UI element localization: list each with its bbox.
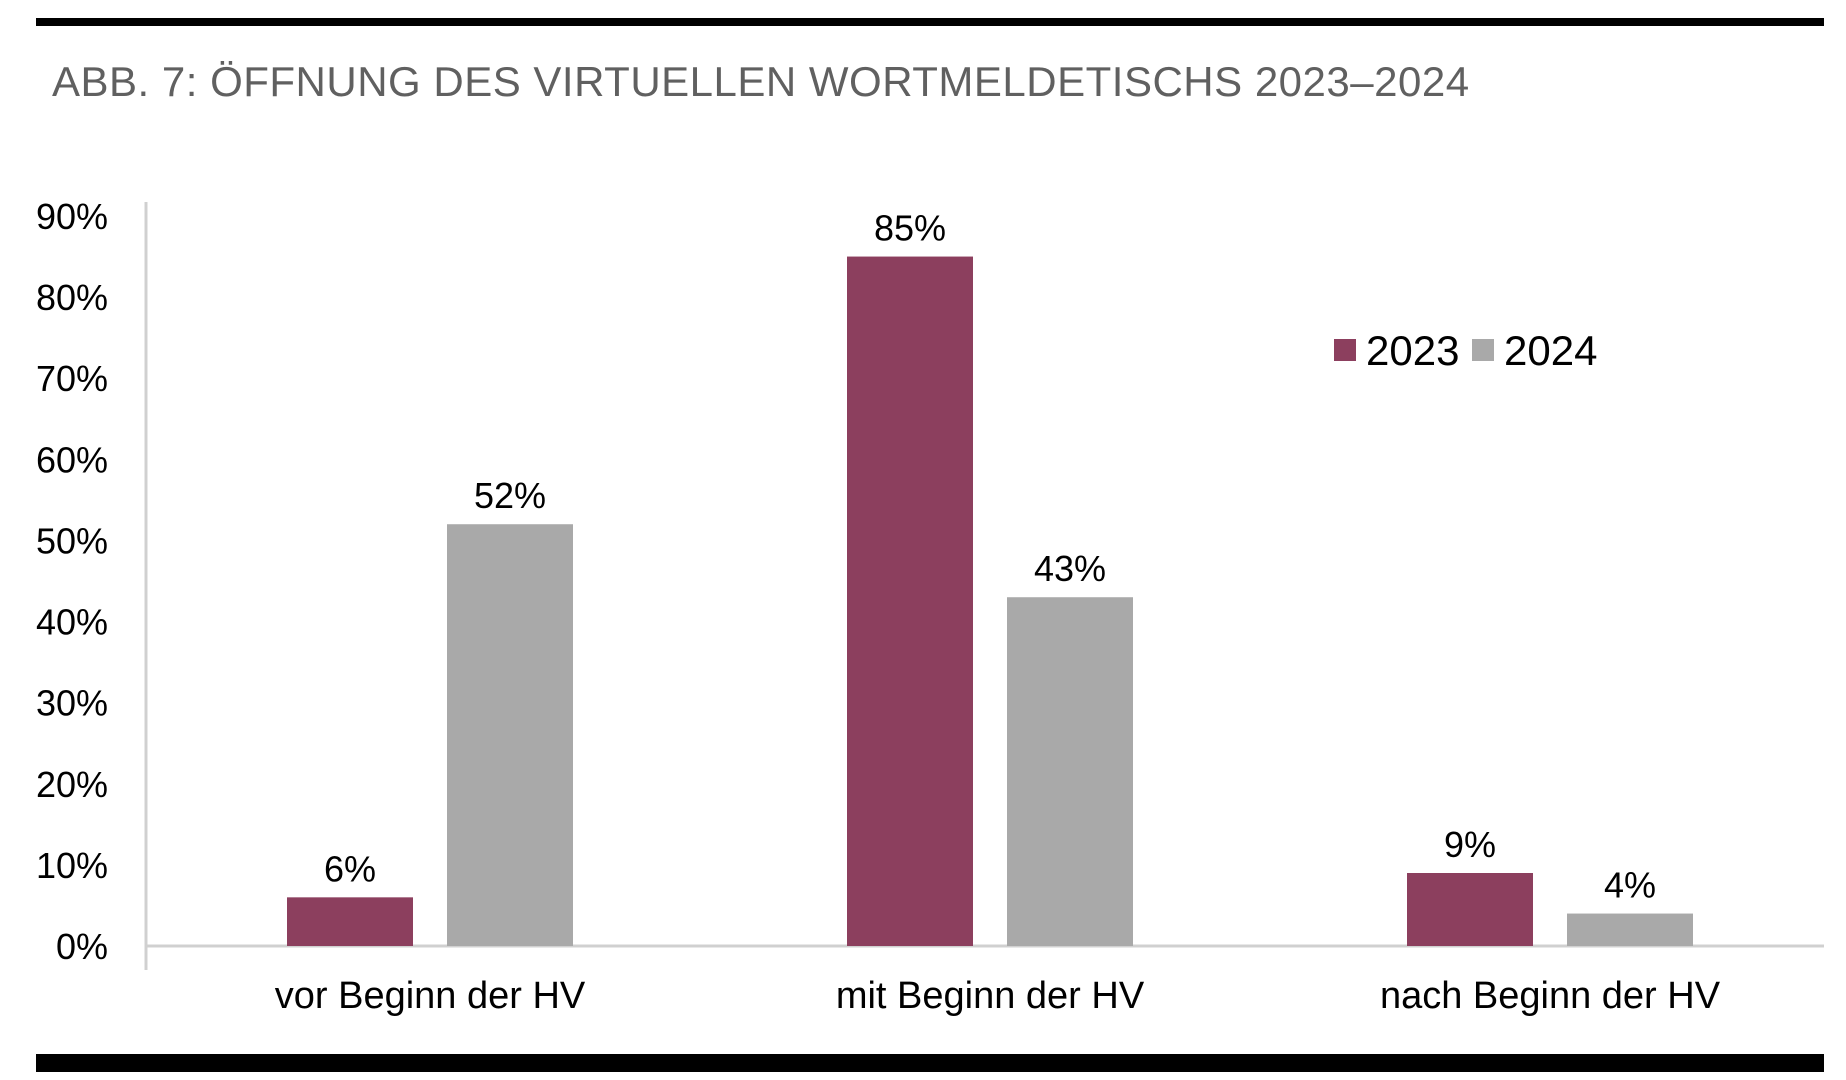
bar-2024-2 bbox=[1007, 597, 1133, 946]
y-tick-label: 80% bbox=[36, 277, 108, 318]
legend-swatch-2023 bbox=[1334, 339, 1356, 361]
y-tick-label: 60% bbox=[36, 439, 108, 480]
chart-title: ABB. 7: ÖFFNUNG DES VIRTUELLEN WORTMELDE… bbox=[52, 58, 1470, 105]
legend-swatch-2024 bbox=[1472, 339, 1494, 361]
y-tick-label: 90% bbox=[36, 196, 108, 237]
y-tick-label: 40% bbox=[36, 602, 108, 643]
data-label: 43% bbox=[1034, 548, 1106, 589]
data-label: 6% bbox=[324, 848, 376, 889]
bar-2023-2 bbox=[847, 256, 973, 946]
y-tick-labels: 0% 10% 20% 30% 40% 50% 60% 70% 80% 90% bbox=[36, 196, 108, 967]
category-label: nach Beginn der HV bbox=[1380, 975, 1721, 1017]
data-labels: 6% 52% 85% 43% 9% 4% bbox=[324, 208, 1656, 906]
bar-2024-3 bbox=[1567, 913, 1693, 946]
y-tick-label: 20% bbox=[36, 764, 108, 805]
bottom-rule bbox=[36, 1054, 1824, 1072]
y-tick-label: 10% bbox=[36, 845, 108, 886]
data-label: 9% bbox=[1444, 824, 1496, 865]
y-tick-label: 70% bbox=[36, 358, 108, 399]
data-label: 85% bbox=[874, 208, 946, 249]
y-tick-label: 0% bbox=[56, 926, 108, 967]
category-labels: vor Beginn der HV mit Beginn der HV nach B… bbox=[275, 975, 1721, 1017]
bar-2024-1 bbox=[447, 524, 573, 946]
legend-label-2024: 2024 bbox=[1504, 327, 1597, 374]
bar-2023-3 bbox=[1407, 873, 1533, 946]
category-label: vor Beginn der HV bbox=[275, 975, 586, 1017]
bars bbox=[287, 256, 1693, 946]
data-label: 52% bbox=[474, 475, 546, 516]
legend: 2023 2024 bbox=[1334, 327, 1597, 374]
legend-label-2023: 2023 bbox=[1366, 327, 1459, 374]
y-tick-label: 30% bbox=[36, 683, 108, 724]
data-label: 4% bbox=[1604, 865, 1656, 906]
bar-2023-1 bbox=[287, 897, 413, 946]
top-rule bbox=[36, 18, 1824, 26]
y-tick-label: 50% bbox=[36, 520, 108, 561]
category-label: mit Beginn der HV bbox=[836, 975, 1145, 1017]
